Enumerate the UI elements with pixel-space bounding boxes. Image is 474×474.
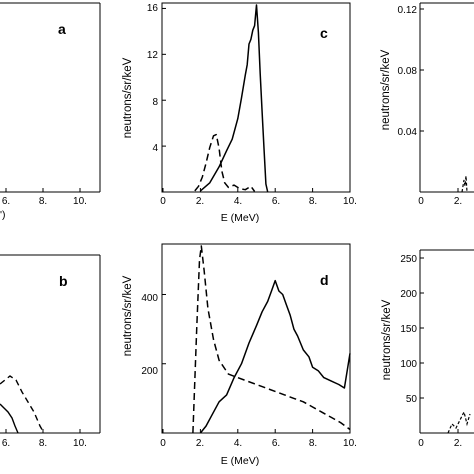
- panel-f-ytick-label: 150: [400, 324, 417, 335]
- panel-c-xtick-label: 0: [160, 196, 166, 207]
- panel-c-marks: [194, 4, 269, 193]
- panel-c-ytick-label: 4: [152, 143, 158, 154]
- panel-c-xtick-label: 2.: [196, 196, 204, 207]
- panel-b: 6. 8. 10. b: [0, 254, 101, 449]
- panel-c: neutrons/sr/keV 16 12 8 4 0 2. 4. 6. 8. …: [122, 2, 357, 224]
- panel-d-xtick-label: 2.: [196, 438, 204, 449]
- panel-f-dashed-curve: [447, 410, 471, 434]
- panel-a: 6. 8. 10. ') a: [0, 2, 101, 221]
- panel-c-label: c: [320, 25, 328, 41]
- panel-a-xtick-label: 10.: [73, 196, 87, 207]
- panel-d-ytick-label: 400: [141, 293, 158, 304]
- panel-c-axes: [162, 7, 351, 192]
- panel-c-frame: [161, 2, 351, 193]
- panel-f-ylabel: neutrons/sr/keV: [381, 299, 393, 380]
- panel-f-xtick-label: 2.: [454, 438, 462, 449]
- panel-d-xtick-label: 6.: [272, 438, 280, 449]
- panel-a-xtick-label: 6.: [2, 196, 10, 207]
- panel-c-xtick-label: 10.: [343, 196, 357, 207]
- panel-d-ytick-label: 200: [141, 366, 158, 377]
- panel-f-ytick-label: 50: [406, 394, 418, 405]
- panel-a-xtick-label: 8.: [39, 196, 47, 207]
- panel-b-solid-curve: [0, 403, 19, 434]
- panel-f-ytick-label: 200: [400, 289, 417, 300]
- panel-d-marks: [192, 245, 351, 434]
- panel-e-dashed-curve: [461, 175, 468, 193]
- panel-b-dashed-curve: [0, 375, 45, 434]
- panel-c-xlabel: E (MeV): [221, 212, 260, 224]
- panel-d-xlabel: E (MeV): [221, 455, 260, 467]
- panel-a-label: a: [58, 21, 66, 37]
- panel-d-ylabel: neutrons/sr/keV: [122, 275, 134, 356]
- panel-c-xtick-label: 6.: [272, 196, 280, 207]
- panel-f-ytick-label: 100: [400, 359, 417, 370]
- panel-e-ytick-label: 0.04: [398, 127, 418, 138]
- panel-e-ylabel: neutrons/sr/keV: [380, 49, 392, 130]
- panel-c-solid-series: [199, 4, 269, 193]
- panel-d-xtick-label: 8.: [309, 438, 317, 449]
- panel-e-xtick-label: 0: [418, 196, 424, 207]
- panel-c-ylabel: neutrons/sr/keV: [122, 57, 134, 138]
- panel-c-xtick-label: 4.: [234, 196, 242, 207]
- panel-d-xtick-label: 10.: [343, 438, 357, 449]
- panel-c-dashed-series: [194, 133, 256, 192]
- panel-f: neutrons/sr/keV 250 200 150 100 50 0 2.: [381, 249, 474, 449]
- panel-e: neutrons/sr/keV 0.12 0.08 0.04 0 2.: [380, 2, 474, 207]
- panel-d-label: d: [320, 272, 329, 288]
- panel-c-ytick-label: 8: [152, 97, 158, 108]
- panel-d-frame: [161, 243, 351, 434]
- panel-d: neutrons/sr/keV 400 200 0 2. 4. 6. 8. 10…: [122, 243, 357, 467]
- panel-e-ytick-label: 0.12: [398, 5, 418, 16]
- panel-f-xtick-label: 0: [418, 438, 424, 449]
- panel-a-xlabel-fragment: '): [0, 209, 6, 221]
- panel-c-ytick-label: 16: [147, 3, 159, 14]
- panel-d-axes: [162, 293, 351, 433]
- panel-e-xtick-label: 2.: [454, 196, 462, 207]
- panel-b-xtick-label: 10.: [73, 438, 87, 449]
- panel-b-xtick-label: 6.: [2, 438, 10, 449]
- panel-c-ytick-label: 12: [147, 50, 159, 61]
- panel-b-label: b: [59, 273, 68, 289]
- panel-d-solid-series: [199, 279, 351, 434]
- panel-b-xtick-label: 8.: [39, 438, 47, 449]
- panel-f-ytick-label: 250: [400, 254, 417, 265]
- panel-d-xtick-label: 0: [160, 438, 166, 449]
- panel-e-ytick-label: 0.08: [398, 66, 418, 77]
- panel-d-dashed-series: [192, 245, 351, 434]
- panel-d-xtick-label: 4.: [234, 438, 242, 449]
- panel-c-xtick-label: 8.: [309, 196, 317, 207]
